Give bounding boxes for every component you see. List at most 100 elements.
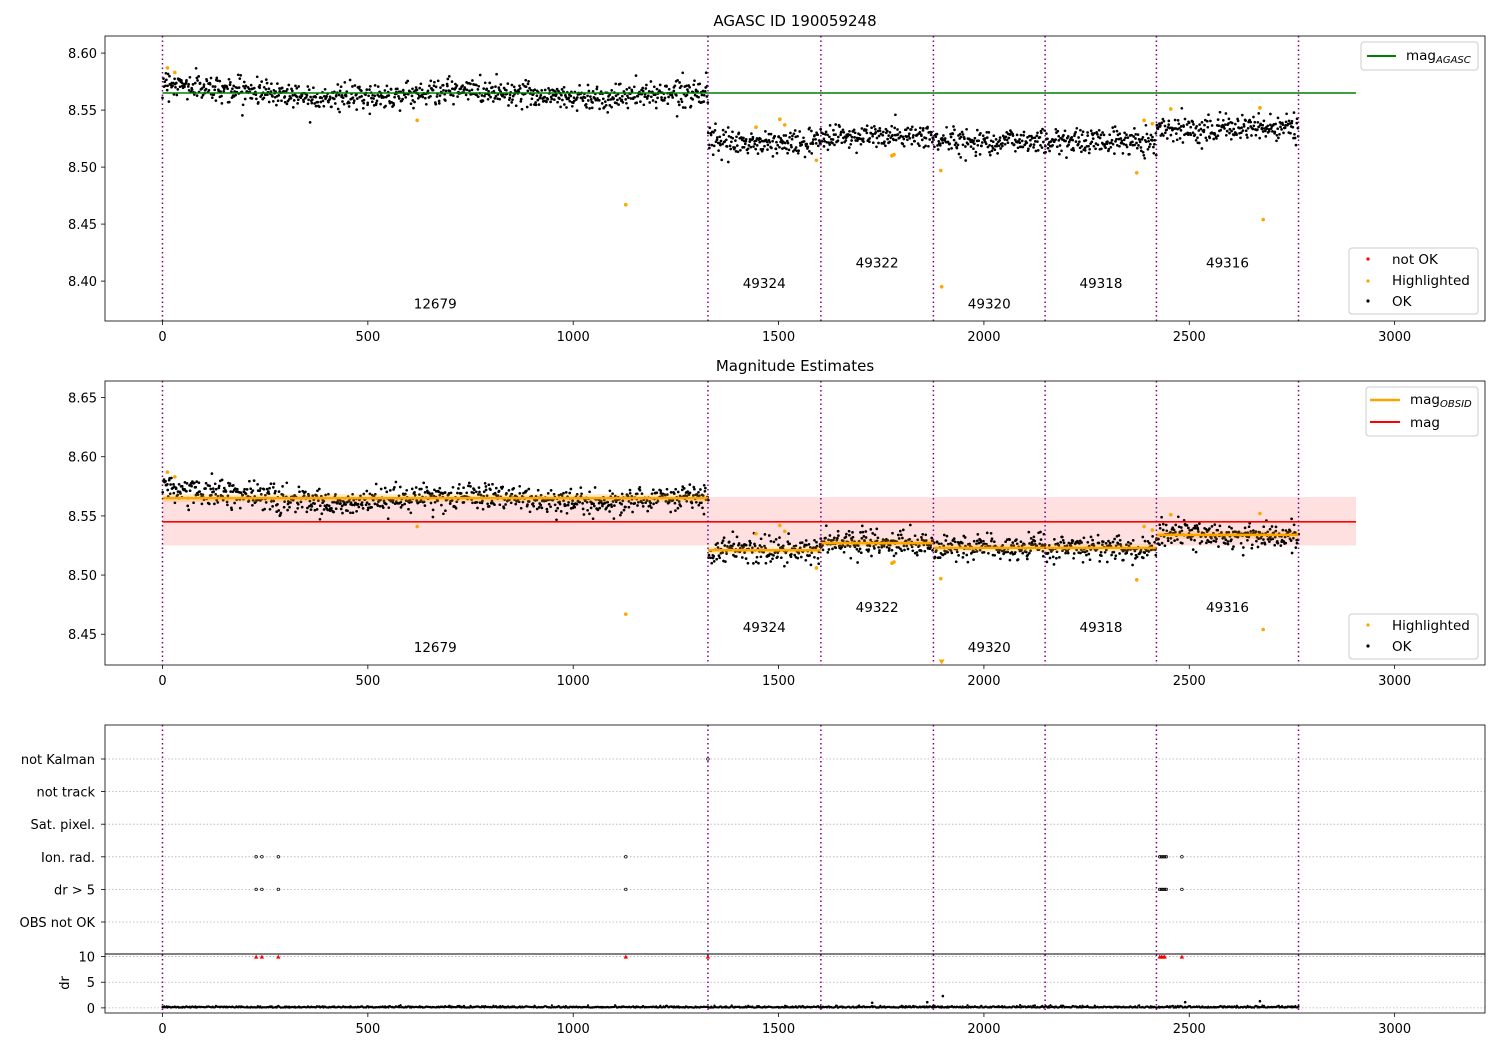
ok-point [360,503,364,507]
ok-point [1139,146,1143,149]
highlighted-point [173,70,177,75]
ok-point [613,494,617,498]
ok-point [693,487,696,491]
ok-point [604,103,608,107]
ok-point [1055,145,1059,149]
ok-point [424,102,428,106]
ok-point [560,93,563,97]
ok-point [168,74,171,78]
ok-point [608,93,612,96]
x-tick-label: 2500 [1173,330,1206,345]
ok-point [474,83,478,87]
ok-point [716,546,720,549]
ok-point [680,100,684,104]
ok-point [980,141,984,144]
ok-point [764,130,767,133]
ok-point [1148,542,1151,545]
ok-point [679,97,683,101]
ok-point [894,113,897,117]
ok-point [641,86,645,90]
ok-point [232,84,236,88]
ok-point [982,539,985,543]
ok-point [489,501,493,505]
ok-point [436,79,440,83]
ok-point [1242,125,1246,128]
ok-point [307,494,311,498]
ok-point [286,508,289,512]
ok-point [1001,144,1004,148]
ok-point [800,541,804,544]
ok-point [1143,539,1147,543]
ok-point [538,96,542,99]
x-tick-label: 500 [355,674,380,689]
ok-point [1134,137,1137,140]
ok-point [887,134,891,137]
ok-point [586,94,589,98]
ok-point [770,146,773,150]
ok-point [706,101,710,104]
ok-point [670,94,674,97]
ok-point [725,552,728,555]
ok-point [861,530,865,534]
ok-point [519,100,523,103]
ok-point [326,508,330,512]
ok-point [721,142,724,146]
ok-point [620,94,624,98]
ok-point [893,126,897,130]
ok-point [1042,140,1045,144]
ok-point [1034,149,1038,153]
ok-point [352,99,356,102]
highlighted-point [1261,627,1266,632]
ok-point [1293,531,1297,535]
ok-point [618,97,622,100]
y-tick-label: 8.55 [68,510,97,525]
ok-point [735,144,739,147]
ok-point [230,508,234,512]
ok-point [744,137,748,141]
ok-point [376,85,380,88]
ok-point [641,89,645,93]
ok-point [1278,132,1281,136]
x-tick-label: 1500 [762,674,795,689]
ok-point [847,529,851,533]
ok-point [1130,133,1133,137]
ok-point [775,151,779,155]
ok-point [1142,154,1146,157]
ok-point [669,510,673,514]
ok-point [371,498,375,502]
ok-point [455,500,459,504]
ok-point [813,538,816,542]
ok-point [1092,144,1096,148]
ok-point [1230,526,1233,530]
ok-point [673,84,677,88]
ok-point [1008,133,1012,136]
ok-point [929,546,932,549]
ok-point [933,145,936,149]
ok-point [265,487,269,491]
ok-point [185,489,188,493]
ok-point [560,493,564,497]
ok-point [888,543,892,547]
ok-point [966,142,970,146]
ok-point [1250,134,1253,137]
ok-point [930,140,934,144]
ok-point [699,488,702,491]
ok-point [1140,138,1144,141]
ok-point [1209,540,1213,544]
ok-point [688,85,692,89]
ok-point [1220,531,1223,534]
ok-point [1198,522,1201,525]
ok-point [677,103,681,107]
ok-point [306,506,309,510]
ok-point [433,500,437,504]
ok-point [726,160,730,164]
ok-point [715,136,719,139]
ok-point [744,557,748,560]
ok-point [756,152,760,155]
clipped-highlighted-marker [938,659,945,665]
ok-point [1241,553,1245,557]
ok-point [904,128,908,132]
ok-point [292,99,296,102]
ok-point [1187,526,1190,530]
legend-swatch-highlighted [1366,279,1370,283]
